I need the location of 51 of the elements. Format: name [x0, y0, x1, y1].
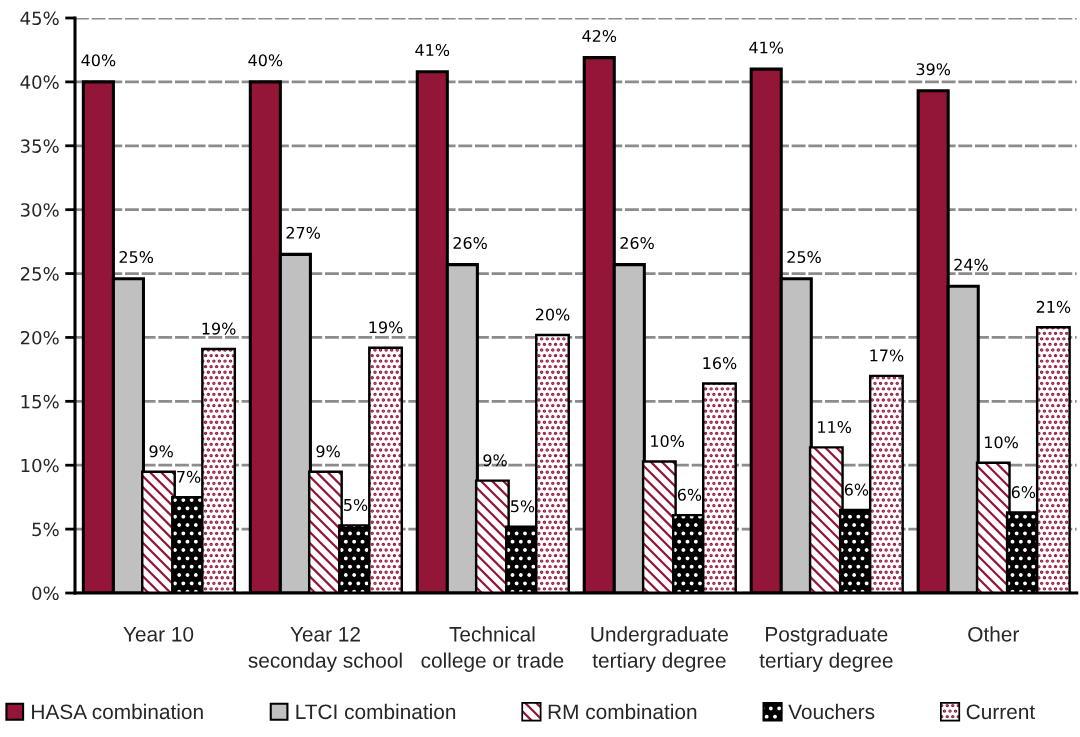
- y-tick-label: 10%: [21, 458, 59, 473]
- legend-label: HASA combination: [32, 703, 203, 720]
- data-label: 26%: [453, 236, 487, 250]
- data-label: 6%: [677, 488, 702, 501]
- data-label: 6%: [844, 483, 869, 496]
- data-label: 41%: [749, 41, 784, 54]
- data-label: 5%: [511, 500, 535, 513]
- data-label: 9%: [149, 445, 173, 458]
- data-label: 19%: [202, 322, 236, 335]
- data-label: 6%: [1011, 486, 1036, 499]
- y-tick-label: 45%: [20, 11, 59, 26]
- x-tick-label: Other: [968, 626, 1019, 642]
- data-label: 7%: [177, 470, 201, 483]
- y-tick-label: 5%: [32, 522, 59, 537]
- data-label: 11%: [818, 420, 852, 434]
- y-tick-label: 15%: [21, 394, 59, 409]
- y-tick-label: 40%: [20, 75, 59, 90]
- data-label: 25%: [787, 250, 821, 264]
- x-tick-label: Undergraduate tertiary degree: [591, 626, 728, 672]
- data-label: 40%: [81, 54, 116, 67]
- y-tick-label: 35%: [20, 139, 59, 153]
- data-label: 9%: [316, 445, 340, 458]
- y-tick-label: 20%: [20, 330, 59, 345]
- data-label: 19%: [369, 321, 403, 334]
- data-label: 21%: [1036, 300, 1071, 313]
- data-label: 5%: [344, 498, 368, 511]
- data-label: 42%: [582, 29, 617, 43]
- x-tick-label: Year 12 seconday school: [248, 626, 402, 672]
- data-label: 39%: [916, 63, 951, 76]
- data-label: 20%: [535, 308, 570, 321]
- y-tick-label: 30%: [20, 203, 59, 217]
- legend-label: Current: [966, 704, 1035, 720]
- data-label: 17%: [870, 349, 904, 362]
- data-label: 10%: [985, 436, 1018, 449]
- data-label: 41%: [415, 43, 450, 57]
- data-label: 16%: [703, 357, 737, 370]
- data-label: 9%: [483, 454, 507, 467]
- data-label: 25%: [119, 250, 154, 264]
- data-label: 24%: [954, 258, 988, 271]
- data-label: 10%: [651, 434, 685, 448]
- x-tick-label: Year 10: [123, 626, 194, 642]
- data-label: 26%: [620, 236, 654, 250]
- legend-label: Vouchers: [788, 703, 875, 720]
- legend-label: LTCI combination: [296, 703, 456, 720]
- data-label: 27%: [286, 226, 320, 239]
- x-tick-label: Technical college or trade: [421, 626, 564, 672]
- x-tick-label: Postgraduate tertiary degree: [759, 626, 893, 672]
- y-tick-label: 25%: [20, 267, 59, 281]
- y-tick-label: 0%: [32, 586, 59, 601]
- data-label: 40%: [248, 54, 283, 67]
- legend-label: RM combination: [548, 703, 697, 720]
